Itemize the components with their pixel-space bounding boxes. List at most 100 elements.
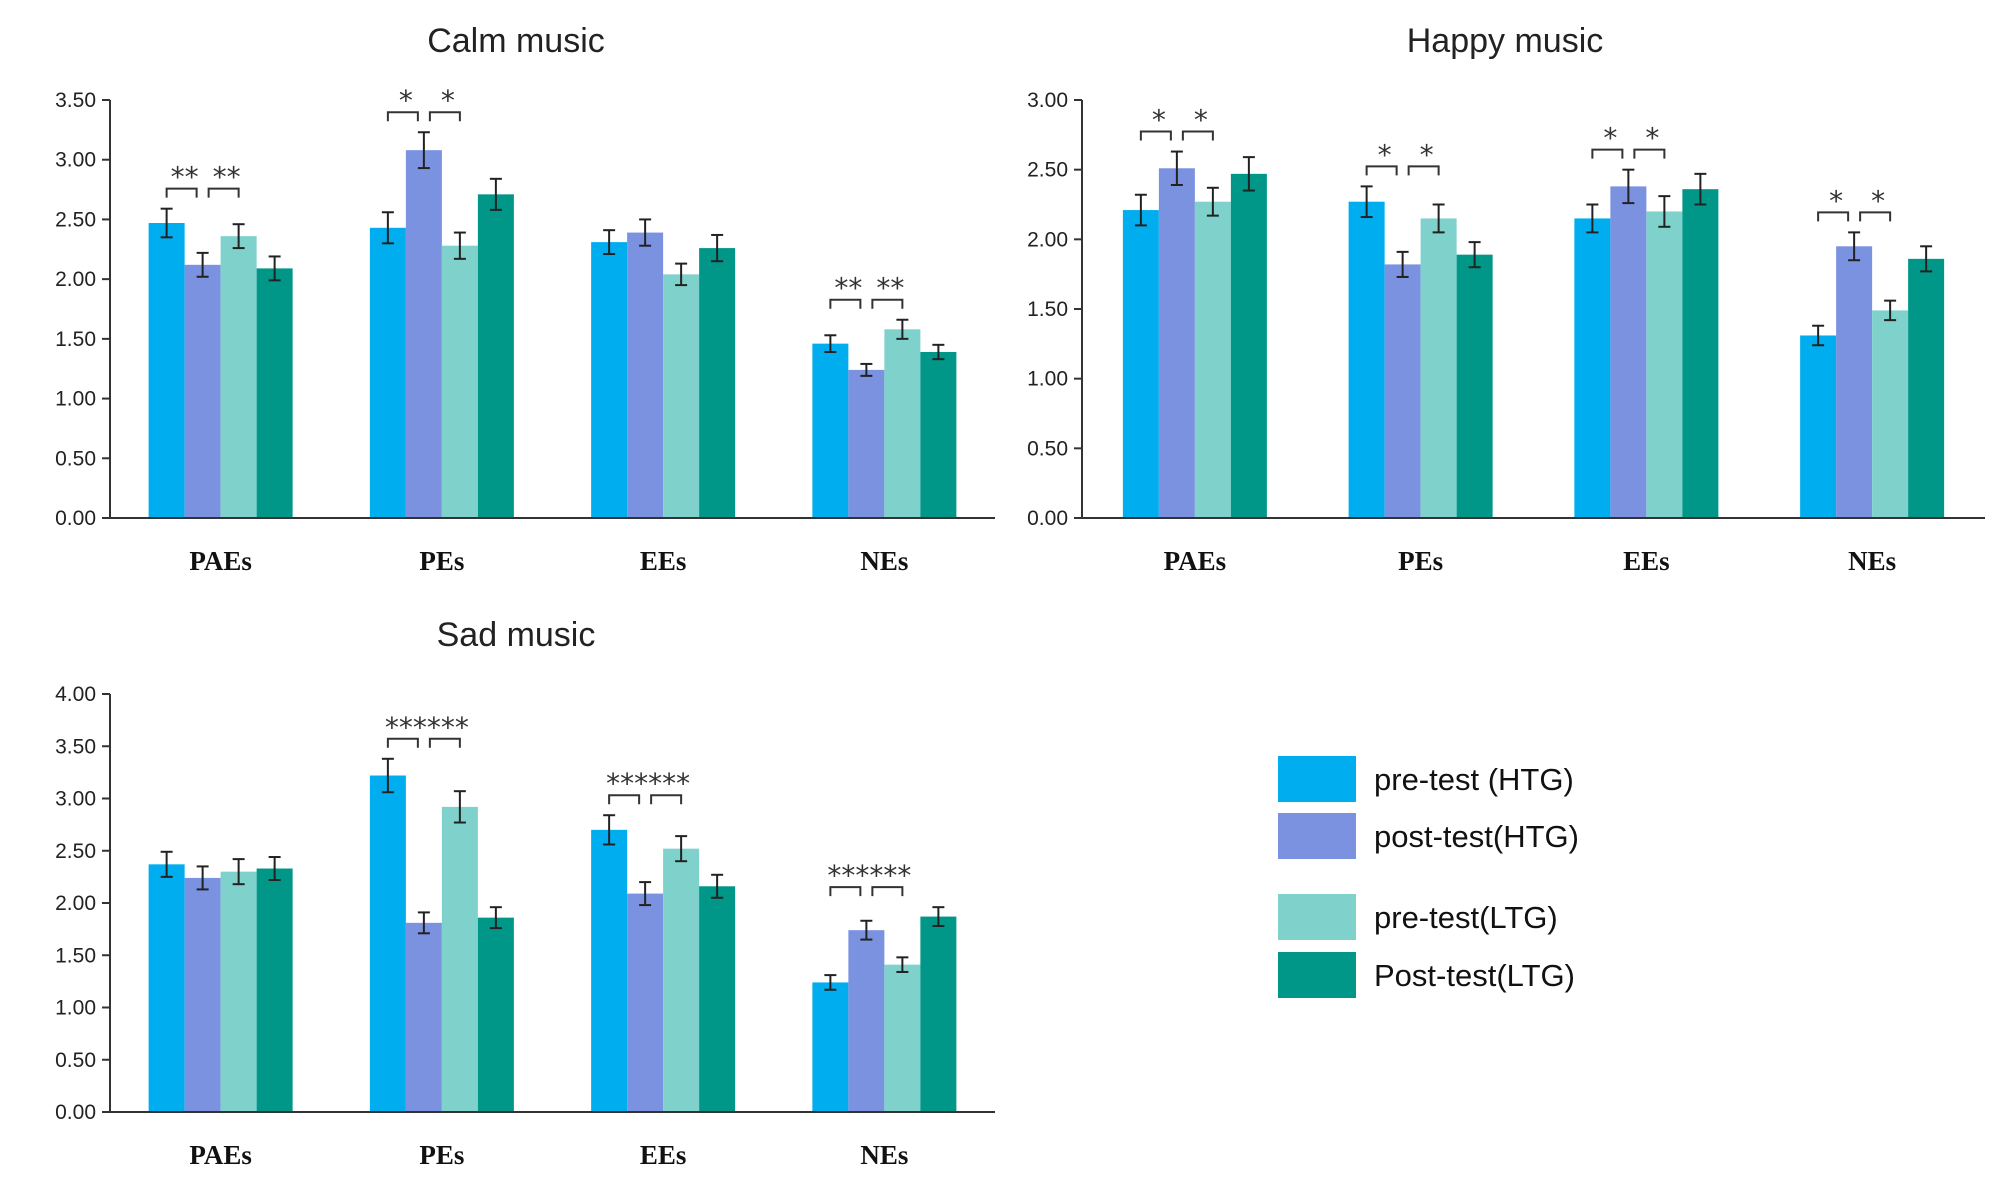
significance-bracket — [829, 886, 862, 897]
category-label-nes: NEs — [860, 546, 908, 576]
significance-bracket — [1181, 130, 1214, 141]
significance-bracket — [1591, 148, 1624, 159]
y-tick-label: 2.00 — [1027, 228, 1068, 251]
chart-sad-music: Sad music 0.00 0.50 1.00 1.50 2.00 2.50 3.00 3.… — [55, 616, 995, 1170]
chart-happy-music: Happy music 0.00 0.50 1.00 1.50 2.00 2.50 3.00… — [1027, 22, 1985, 576]
bar-pes-pre-test-htg — [1348, 201, 1385, 519]
bar-pes-pre-test-ltg — [1420, 218, 1457, 518]
bar-pes-post-test-ltg — [477, 194, 514, 518]
bar-paes-post-test-ltg — [256, 268, 293, 518]
category-label-ees: EEs — [1623, 546, 1670, 576]
significance-label: ** — [171, 161, 199, 194]
y-tick-label: 2.50 — [1027, 159, 1068, 182]
bar-ees-post-test-ltg — [699, 248, 736, 518]
category-label-pes: PEs — [419, 1140, 464, 1170]
significance-bracket — [871, 886, 904, 897]
bar-paes-pre-test-ltg — [220, 871, 257, 1112]
y-tick-label: 1.00 — [1027, 368, 1068, 391]
bar-pes-post-test-ltg — [1456, 254, 1493, 518]
bar-ees-pre-test-ltg — [663, 848, 700, 1112]
significance-bracket — [829, 298, 862, 309]
y-tick-label: 0.50 — [1027, 437, 1068, 460]
significance-label: ** — [213, 161, 241, 194]
significance-label: * — [1603, 122, 1617, 155]
bar-nes-post-test-ltg — [920, 916, 957, 1112]
bar-nes-pre-test-ltg — [1872, 310, 1909, 518]
y-tick-label: 2.50 — [55, 208, 96, 231]
bar-ees-pre-test-ltg — [1646, 211, 1683, 518]
chart-title: Calm music — [427, 22, 605, 60]
significance-label: ** — [876, 272, 904, 305]
bar-ees-pre-test-htg — [1574, 218, 1611, 518]
bar-ees-post-test-ltg — [699, 886, 736, 1112]
legend-label-pre-test-htg: pre-test (HTG) — [1374, 762, 1574, 797]
significance-label: * — [1194, 104, 1208, 137]
bar-pes-post-test-htg — [405, 922, 442, 1112]
bar-pes-pre-test-ltg — [441, 245, 478, 518]
bar-ees-post-test-htg — [627, 893, 664, 1112]
bar-nes-pre-test-htg — [812, 343, 849, 518]
bar-ees-pre-test-ltg — [663, 274, 700, 518]
chart-title: Happy music — [1407, 22, 1604, 60]
y-tick-label: 3.00 — [55, 788, 96, 811]
significance-label: * — [1420, 138, 1434, 171]
chart-calm-music: Calm music 0.00 0.50 1.00 1.50 2.00 2.50 3.00 3… — [55, 22, 995, 576]
bar-pes-pre-test-ltg — [441, 806, 478, 1112]
bar-pes-post-test-ltg — [477, 917, 514, 1112]
bar-paes-pre-test-ltg — [220, 236, 257, 519]
legend-label-post-test-htg: post-test(HTG) — [1374, 819, 1579, 854]
bar-ees-post-test-htg — [627, 232, 664, 518]
y-tick-label: 1.00 — [55, 388, 96, 411]
y-tick-label: 3.50 — [55, 735, 96, 758]
y-tick-label: 3.00 — [1027, 89, 1068, 112]
significance-bracket — [1817, 211, 1850, 222]
legend-label-post-test-ltg: Post-test(LTG) — [1374, 958, 1575, 993]
bar-nes-post-test-ltg — [1908, 258, 1945, 518]
significance-bracket — [386, 737, 419, 748]
bar-nes-pre-test-htg — [1800, 335, 1837, 518]
significance-bracket — [650, 794, 683, 805]
bar-pes-pre-test-htg — [369, 227, 406, 518]
significance-bracket — [1139, 130, 1172, 141]
significance-bracket — [608, 794, 641, 805]
significance-bracket — [386, 111, 419, 122]
bar-paes-pre-test-htg — [148, 223, 185, 519]
significance-label: * — [441, 84, 455, 117]
category-label-ees: EEs — [640, 1140, 687, 1170]
bar-nes-pre-test-ltg — [884, 964, 921, 1112]
bar-ees-post-test-ltg — [1682, 189, 1719, 518]
bar-paes-post-test-htg — [184, 264, 221, 518]
significance-label: * — [1871, 184, 1885, 217]
category-label-pes: PEs — [1398, 546, 1443, 576]
bar-nes-post-test-ltg — [920, 351, 957, 518]
bar-ees-pre-test-htg — [591, 242, 628, 518]
significance-bracket — [428, 737, 461, 748]
bar-pes-post-test-htg — [1384, 264, 1421, 518]
bar-pes-pre-test-htg — [369, 775, 406, 1112]
bar-paes-pre-test-ltg — [1194, 201, 1231, 519]
y-tick-label: 2.00 — [55, 892, 96, 915]
legend-swatch-post-test-ltg — [1278, 952, 1356, 998]
category-label-paes: PAEs — [189, 1140, 252, 1170]
y-tick-label: 0.00 — [55, 507, 96, 530]
bar-paes-post-test-htg — [1158, 168, 1195, 519]
significance-label: ** — [834, 272, 862, 305]
category-label-paes: PAEs — [1164, 546, 1227, 576]
significance-bracket — [1365, 165, 1398, 176]
category-label-ees: EEs — [640, 546, 687, 576]
y-tick-label: 0.00 — [55, 1101, 96, 1124]
bar-ees-post-test-htg — [1610, 186, 1647, 519]
y-tick-label: 2.50 — [55, 840, 96, 863]
significance-label: * — [1829, 184, 1843, 217]
significance-bracket — [1633, 148, 1666, 159]
category-label-nes: NEs — [860, 1140, 908, 1170]
bar-paes-post-test-ltg — [256, 868, 293, 1112]
bar-paes-pre-test-htg — [148, 864, 185, 1112]
significance-bracket — [1407, 165, 1440, 176]
significance-label: *** — [385, 711, 427, 744]
bar-paes-post-test-htg — [184, 877, 221, 1112]
y-tick-label: 3.50 — [55, 89, 96, 112]
bar-nes-pre-test-htg — [812, 982, 849, 1112]
y-tick-label: 1.50 — [55, 328, 96, 351]
significance-bracket — [207, 187, 240, 198]
